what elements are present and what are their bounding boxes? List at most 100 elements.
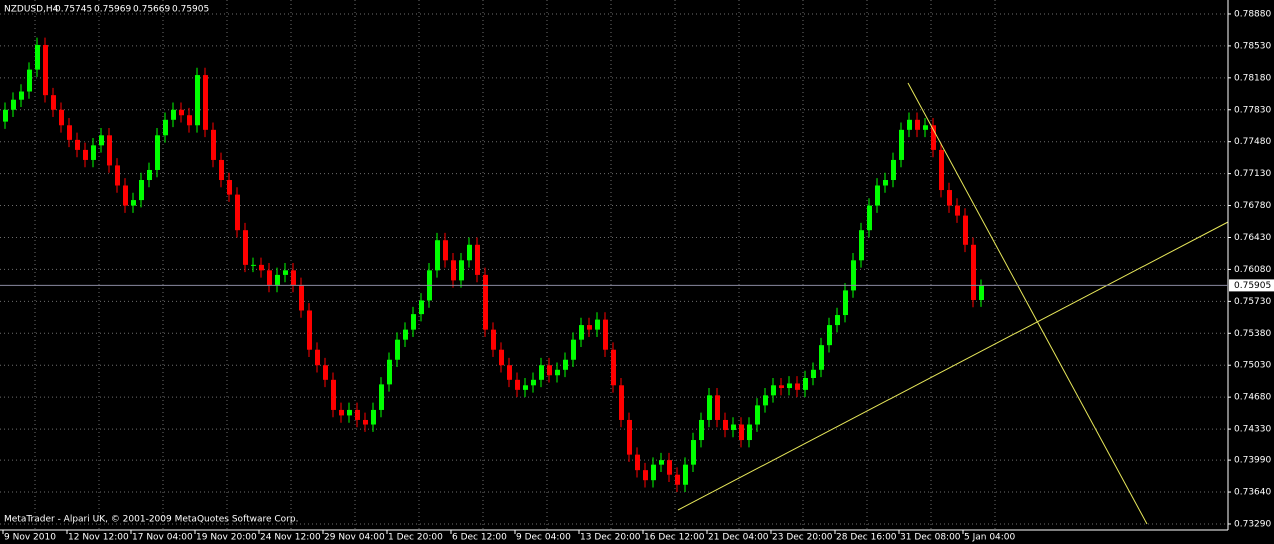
candle-body xyxy=(899,129,904,160)
candle-body xyxy=(883,180,888,186)
candle-body xyxy=(323,365,328,380)
y-tick-label: 0.73290 xyxy=(1234,519,1271,529)
y-tick-label: 0.75380 xyxy=(1234,329,1271,339)
candle-body xyxy=(419,300,424,315)
candle-body xyxy=(595,319,600,330)
ohlc-high: 0.75969 xyxy=(94,5,131,15)
y-tick-label: 0.76080 xyxy=(1234,265,1271,275)
candle-body xyxy=(283,270,288,275)
candle-body xyxy=(707,395,712,420)
candle-body xyxy=(587,325,592,330)
candle-body xyxy=(955,205,960,216)
candle-body xyxy=(619,385,624,420)
candle-body xyxy=(555,369,560,376)
candle-body xyxy=(107,135,112,166)
candle-body xyxy=(491,329,496,350)
y-tick-label: 0.78530 xyxy=(1234,41,1271,51)
candle-body xyxy=(531,379,536,386)
candle-body xyxy=(203,75,208,130)
candle-body xyxy=(627,419,632,455)
y-tick-label: 0.77480 xyxy=(1234,137,1271,147)
candle-body xyxy=(67,125,72,140)
candle-body xyxy=(299,284,304,311)
candle-body xyxy=(123,185,128,206)
candle-body xyxy=(787,383,792,389)
y-tick-label: 0.77830 xyxy=(1234,105,1271,115)
candle-body xyxy=(963,215,968,245)
candle-body xyxy=(443,240,448,261)
candle-body xyxy=(779,385,784,389)
candle-body xyxy=(291,270,296,285)
y-tick-label: 0.78180 xyxy=(1234,73,1271,83)
trend-line xyxy=(907,82,1148,525)
candle-body xyxy=(683,464,688,485)
candle-body xyxy=(947,190,952,206)
candle-body xyxy=(539,365,544,380)
candle-body xyxy=(227,180,232,195)
candle-body xyxy=(667,460,672,475)
candle-body xyxy=(563,359,568,370)
candle-body xyxy=(475,244,480,275)
x-tick-label: 19 Nov 20:00 xyxy=(196,533,257,543)
y-tick-label: 0.76780 xyxy=(1234,201,1271,211)
candle-body xyxy=(483,274,488,330)
candle-body xyxy=(451,260,456,281)
x-tick-label: 17 Nov 04:00 xyxy=(132,533,193,543)
candle-body xyxy=(115,165,120,186)
candle-body xyxy=(395,339,400,360)
candle-body xyxy=(99,135,104,146)
candle-body xyxy=(579,325,584,340)
candle-body xyxy=(275,274,280,285)
x-tick-label: 23 Dec 20:00 xyxy=(772,533,833,543)
candle-body xyxy=(659,460,664,465)
candle-body xyxy=(371,409,376,425)
x-tick-label: 9 Nov 2010 xyxy=(4,533,56,543)
candle-body xyxy=(811,369,816,378)
x-tick-label: 16 Dec 12:00 xyxy=(644,533,705,543)
candle-body xyxy=(75,139,80,150)
candle-body xyxy=(979,285,984,300)
price-tag-label: 0.75905 xyxy=(1234,281,1271,291)
y-tick-label: 0.74330 xyxy=(1234,425,1271,435)
candle-body xyxy=(523,385,528,390)
candle-body xyxy=(243,230,248,265)
x-tick-label: 29 Nov 04:00 xyxy=(324,533,385,543)
candle-body xyxy=(131,200,136,206)
candle-body xyxy=(347,409,352,416)
candle-body xyxy=(147,169,152,181)
candle-body xyxy=(403,329,408,340)
candle-body xyxy=(139,180,144,201)
candle-body xyxy=(835,315,840,326)
x-tick-label: 28 Dec 16:00 xyxy=(836,533,897,543)
candle-body xyxy=(187,115,192,126)
candle-body xyxy=(795,383,800,390)
candle-body xyxy=(459,260,464,281)
candle-body xyxy=(467,244,472,261)
candle-body xyxy=(11,99,16,110)
candle-body xyxy=(155,135,160,170)
candle-body xyxy=(547,365,552,376)
candle-body xyxy=(939,149,944,191)
ohlc-open: 0.75745 xyxy=(55,5,92,15)
candle-body xyxy=(603,319,608,350)
candle-body xyxy=(515,379,520,390)
footer: MetaTrader - Alpari UK, © 2001-2009 Meta… xyxy=(4,515,298,525)
candle-body xyxy=(259,264,264,271)
candle-body xyxy=(3,109,8,122)
candle-body xyxy=(51,95,56,110)
y-tick-label: 0.73640 xyxy=(1234,488,1271,498)
candle-body xyxy=(891,159,896,181)
trend-line xyxy=(677,221,1229,511)
candle-body xyxy=(43,44,48,96)
candle-body xyxy=(819,345,824,370)
candle-body xyxy=(907,119,912,130)
candle-body xyxy=(699,419,704,441)
candle-body xyxy=(635,454,640,471)
x-tick-label: 21 Dec 04:00 xyxy=(708,533,769,543)
candle-body xyxy=(851,260,856,291)
ohlc-close: 0.75905 xyxy=(172,5,209,15)
candle-body xyxy=(651,464,656,481)
candles xyxy=(3,37,984,493)
